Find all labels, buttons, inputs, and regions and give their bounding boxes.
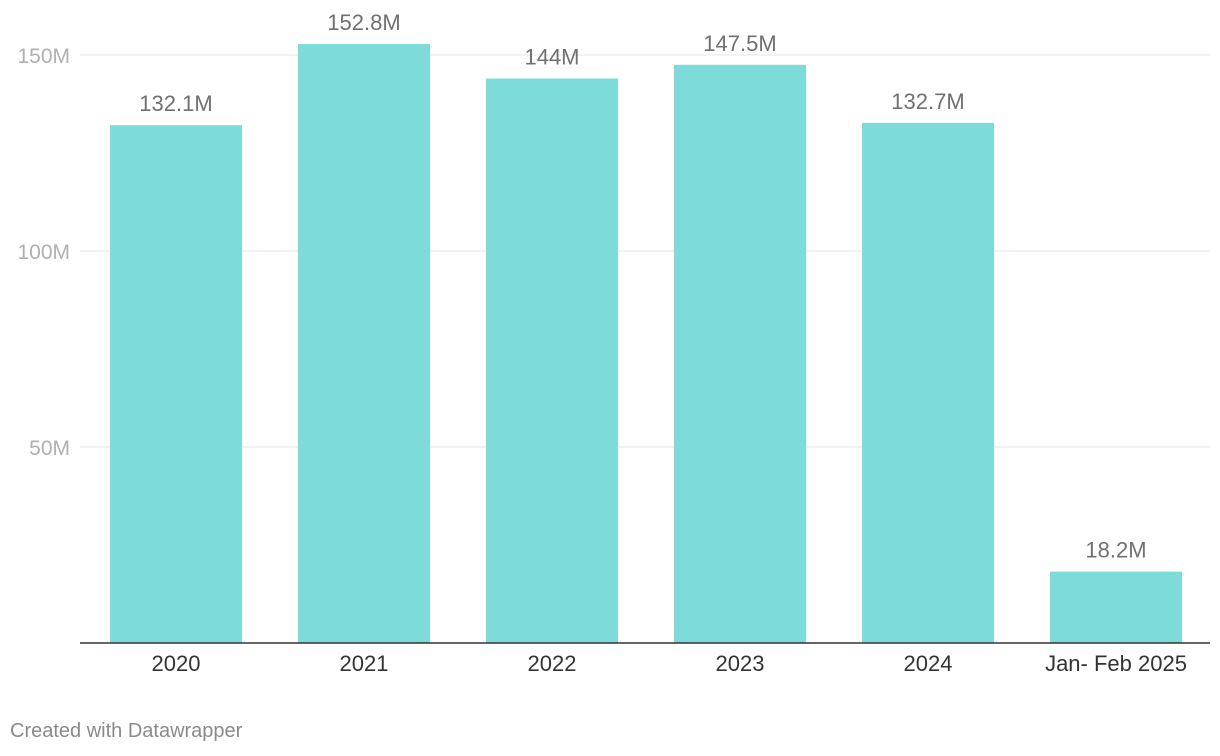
x-axis-tick-label: 2023: [716, 651, 765, 676]
credit-text: Created with Datawrapper: [10, 720, 243, 742]
bar: [1050, 571, 1182, 643]
bar: [110, 125, 242, 644]
bar-value-label: 152.8M: [327, 10, 400, 35]
gridlines: 50M 100M 150M: [17, 45, 1210, 460]
bars: [110, 44, 1182, 644]
y-axis-tick-label: 50M: [29, 437, 70, 460]
x-axis-tick-label: Jan- Feb 2025: [1045, 651, 1187, 676]
x-axis-tick-label: 2024: [904, 651, 953, 676]
bar: [674, 64, 806, 644]
value-labels: 132.1M 152.8M 144M 147.5M 132.7M 18.2M: [139, 10, 1146, 563]
bar-value-label: 132.1M: [139, 91, 212, 116]
bar: [486, 78, 618, 643]
y-axis-tick-label: 100M: [17, 241, 70, 264]
bar: [862, 122, 994, 644]
bar-value-label: 147.5M: [703, 31, 776, 56]
x-axis-tick-labels: 2020 2021 2022 2023 2024 Jan- Feb 2025: [152, 651, 1187, 676]
x-axis-tick-label: 2021: [340, 651, 389, 676]
bar-value-label: 132.7M: [891, 89, 964, 114]
bar-value-label: 144M: [524, 45, 579, 70]
bar: [298, 44, 430, 644]
bar-value-label: 18.2M: [1085, 538, 1146, 563]
x-axis-tick-label: 2020: [152, 651, 201, 676]
y-axis-tick-label: 150M: [17, 45, 70, 68]
x-axis-tick-label: 2022: [528, 651, 577, 676]
bar-chart: 50M 100M 150M 132.1M 152.8M 144M 147.5M 132.7M…: [17, 10, 1210, 676]
